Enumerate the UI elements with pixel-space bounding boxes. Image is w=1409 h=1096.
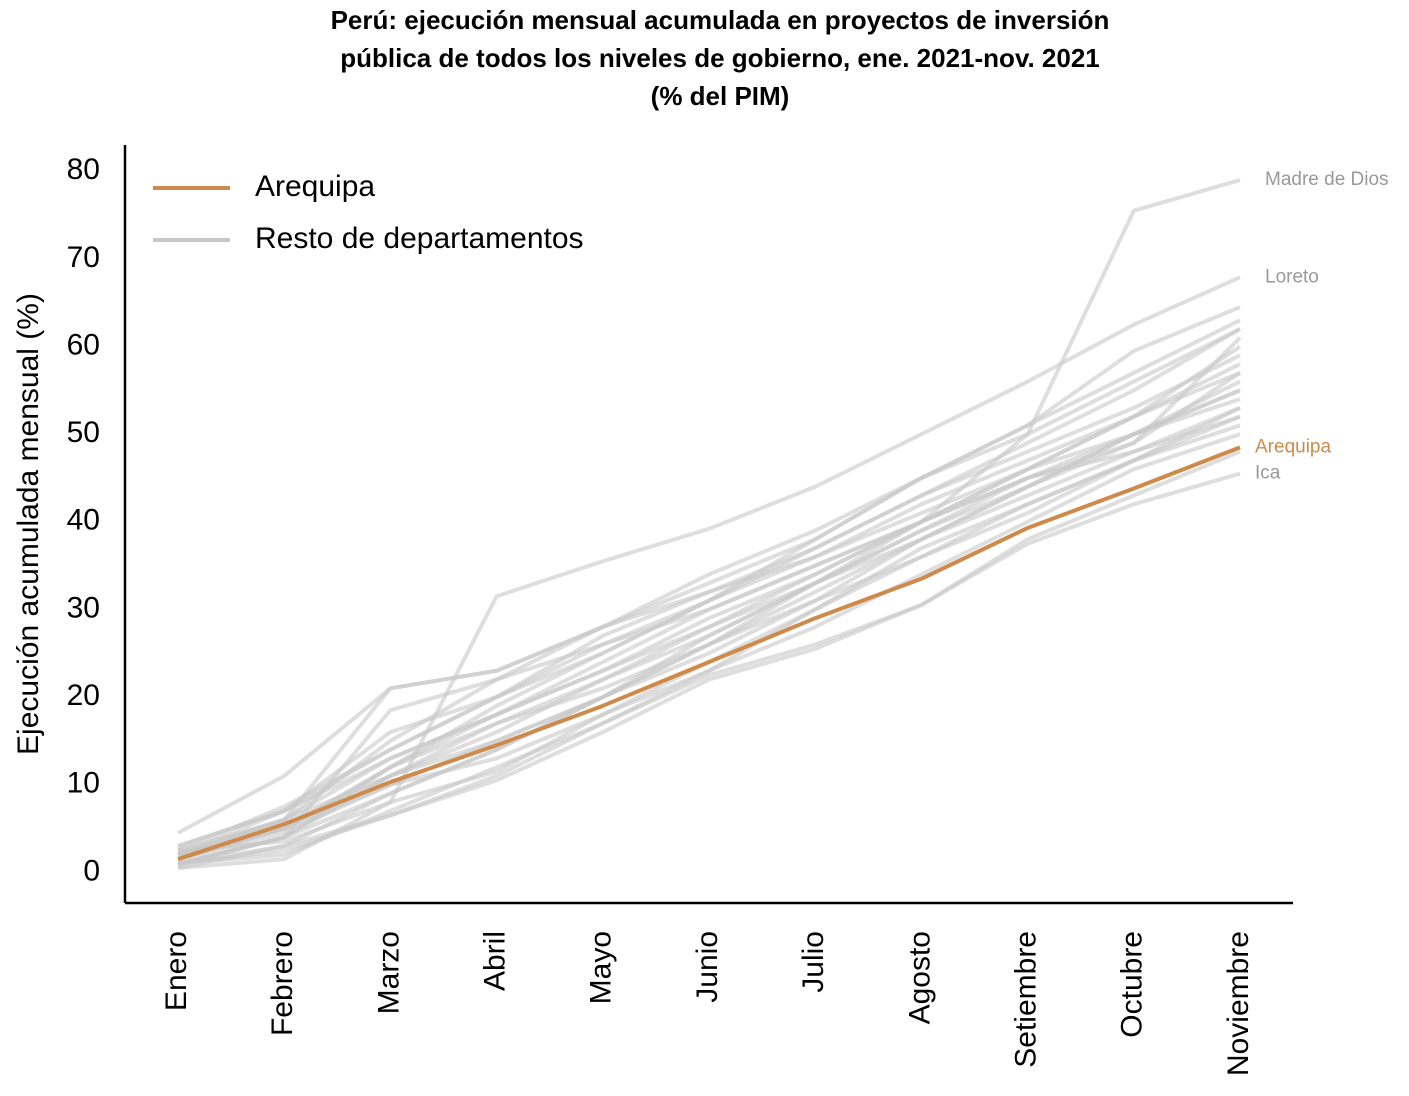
legend-label: Resto de departamentos bbox=[255, 222, 584, 255]
data-line bbox=[177, 353, 1241, 853]
x-tick-label: Agosto bbox=[903, 931, 936, 1024]
legend-label: Arequipa bbox=[255, 170, 375, 203]
end-label: Ica bbox=[1255, 463, 1281, 484]
y-tick-label: 80 bbox=[67, 153, 100, 186]
data-line bbox=[177, 318, 1241, 835]
x-tick-label: Marzo bbox=[372, 931, 405, 1014]
data-line bbox=[177, 336, 1242, 866]
end-label: Arequipa bbox=[1255, 436, 1331, 457]
data-line bbox=[177, 397, 1241, 866]
y-axis-label: Ejecución acumulada mensual (%) bbox=[12, 293, 45, 755]
x-tick-label: Junio bbox=[691, 931, 724, 1003]
x-tick-label: Abril bbox=[479, 931, 512, 991]
y-tick-label: 30 bbox=[67, 591, 100, 624]
y-tick-label: 70 bbox=[67, 241, 100, 274]
data-line bbox=[177, 445, 1241, 862]
x-tick-label: Setiembre bbox=[1010, 931, 1043, 1068]
y-tick-label: 40 bbox=[67, 504, 100, 537]
x-tick-label: Julio bbox=[797, 931, 830, 993]
y-tick-label: 20 bbox=[67, 679, 100, 712]
data-line bbox=[177, 344, 1242, 868]
chart-title: (% del PIM) bbox=[651, 81, 790, 111]
x-tick-label: Mayo bbox=[585, 931, 618, 1004]
x-tick-label: Enero bbox=[160, 931, 193, 1011]
y-tick-label: 0 bbox=[83, 854, 100, 887]
data-line bbox=[177, 449, 1241, 870]
y-tick-label: 10 bbox=[67, 767, 100, 800]
y-tick-label: 50 bbox=[67, 416, 100, 449]
chart-title: Perú: ejecución mensual acumulada en pro… bbox=[331, 5, 1110, 35]
data-line bbox=[177, 379, 1241, 862]
data-line bbox=[177, 275, 1241, 853]
end-label: Madre de Dios bbox=[1265, 169, 1389, 190]
data-line bbox=[177, 371, 1242, 857]
x-tick-label: Octubre bbox=[1116, 931, 1149, 1038]
y-tick-label: 60 bbox=[67, 328, 100, 361]
end-label: Loreto bbox=[1265, 266, 1319, 287]
x-tick-label: Febrero bbox=[266, 931, 299, 1036]
x-tick-label: Noviembre bbox=[1222, 931, 1255, 1076]
chart-title: pública de todos los niveles de gobierno… bbox=[340, 43, 1100, 73]
